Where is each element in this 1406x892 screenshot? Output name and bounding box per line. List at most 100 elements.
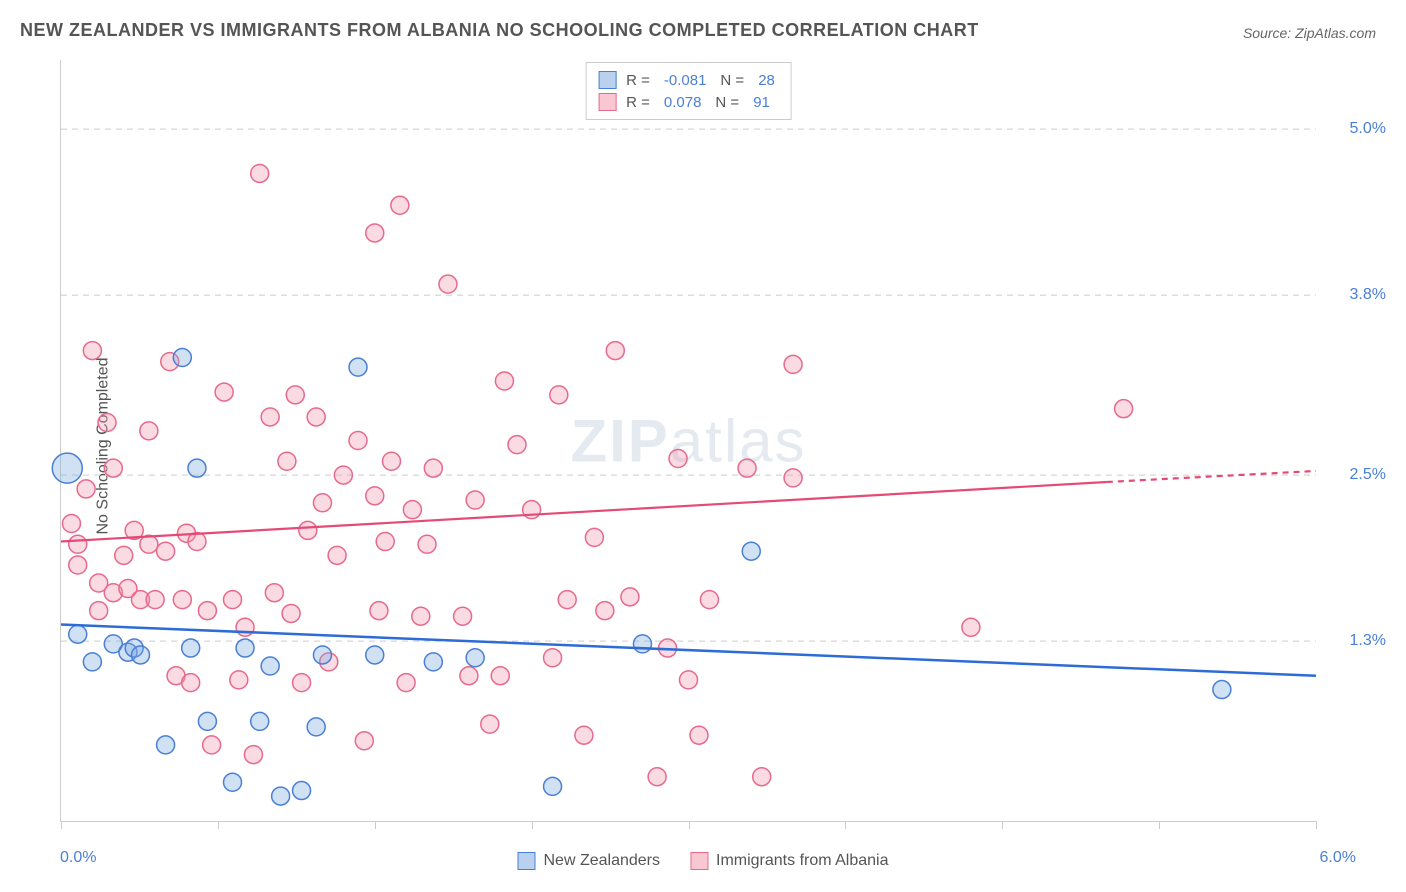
scatter-point-pink: [376, 533, 394, 551]
x-tick: [375, 821, 376, 829]
scatter-point-pink: [349, 432, 367, 450]
x-tick: [689, 821, 690, 829]
x-tick: [1316, 821, 1317, 829]
plot-area: ZIPatlas R = -0.081 N = 28 R = 0.078 N =…: [60, 60, 1316, 822]
scatter-point-blue: [307, 718, 325, 736]
correlation-chart: NEW ZEALANDER VS IMMIGRANTS FROM ALBANIA…: [0, 0, 1406, 892]
scatter-point-pink: [544, 649, 562, 667]
scatter-point-pink: [418, 535, 436, 553]
scatter-point-blue: [224, 773, 242, 791]
legend-swatch-blue: [517, 852, 535, 870]
chart-source: Source: ZipAtlas.com: [1243, 25, 1376, 41]
y-tick-label: 3.8%: [1350, 286, 1386, 304]
scatter-point-pink: [508, 436, 526, 454]
scatter-point-pink: [98, 414, 116, 432]
scatter-point-pink: [286, 386, 304, 404]
x-tick: [845, 821, 846, 829]
scatter-point-blue: [69, 625, 87, 643]
scatter-point-pink: [77, 480, 95, 498]
scatter-point-pink: [575, 726, 593, 744]
scatter-point-pink: [454, 607, 472, 625]
scatter-point-pink: [403, 501, 421, 519]
scatter-point-blue: [157, 736, 175, 754]
scatter-point-pink: [355, 732, 373, 750]
scatter-point-pink: [753, 768, 771, 786]
legend-swatch-pink: [690, 852, 708, 870]
scatter-point-pink: [182, 674, 200, 692]
scatter-point-blue: [251, 712, 269, 730]
x-max-label: 6.0%: [1320, 849, 1356, 867]
scatter-point-blue: [173, 348, 191, 366]
scatter-point-blue: [272, 787, 290, 805]
x-tick: [1159, 821, 1160, 829]
scatter-point-pink: [621, 588, 639, 606]
scatter-point-pink: [198, 602, 216, 620]
scatter-point-pink: [366, 224, 384, 242]
scatter-point-pink: [215, 383, 233, 401]
y-tick-label: 1.3%: [1350, 632, 1386, 650]
scatter-point-pink: [370, 602, 388, 620]
scatter-point-pink: [90, 602, 108, 620]
scatter-point-pink: [495, 372, 513, 390]
scatter-point-pink: [282, 604, 300, 622]
scatter-point-blue: [466, 649, 484, 667]
scatter-point-pink: [115, 546, 133, 564]
trend-line: [61, 482, 1107, 541]
scatter-point-blue: [131, 646, 149, 664]
scatter-point-blue: [313, 646, 331, 664]
scatter-point-blue: [742, 542, 760, 560]
scatter-point-pink: [466, 491, 484, 509]
legend-series: New Zealanders Immigrants from Albania: [517, 852, 888, 870]
scatter-point-blue: [188, 459, 206, 477]
scatter-point-pink: [606, 342, 624, 360]
scatter-point-pink: [700, 591, 718, 609]
scatter-point-pink: [146, 591, 164, 609]
scatter-point-pink: [481, 715, 499, 733]
scatter-point-pink: [251, 164, 269, 182]
trend-line-dash: [1107, 471, 1316, 482]
scatter-point-pink: [230, 671, 248, 689]
scatter-point-pink: [307, 408, 325, 426]
scatter-point-pink: [265, 584, 283, 602]
scatter-point-pink: [299, 521, 317, 539]
scatter-point-pink: [962, 618, 980, 636]
scatter-point-pink: [224, 591, 242, 609]
scatter-point-pink: [412, 607, 430, 625]
scatter-point-pink: [173, 591, 191, 609]
scatter-point-pink: [491, 667, 509, 685]
scatter-point-pink: [62, 515, 80, 533]
scatter-point-pink: [328, 546, 346, 564]
scatter-point-pink: [293, 674, 311, 692]
scatter-point-pink: [104, 459, 122, 477]
scatter-point-pink: [397, 674, 415, 692]
scatter-point-pink: [69, 556, 87, 574]
scatter-point-blue: [261, 657, 279, 675]
legend-item: New Zealanders: [517, 852, 660, 870]
scatter-point-pink: [648, 768, 666, 786]
scatter-point-pink: [680, 671, 698, 689]
scatter-point-pink: [460, 667, 478, 685]
scatter-point-pink: [784, 355, 802, 373]
scatter-point-pink: [244, 746, 262, 764]
scatter-point-pink: [424, 459, 442, 477]
scatter-point-pink: [261, 408, 279, 426]
scatter-point-blue: [366, 646, 384, 664]
scatter-point-pink: [157, 542, 175, 560]
x-tick: [532, 821, 533, 829]
scatter-point-blue: [1213, 681, 1231, 699]
x-tick: [218, 821, 219, 829]
scatter-point-pink: [596, 602, 614, 620]
scatter-point-pink: [382, 452, 400, 470]
scatter-point-pink: [140, 422, 158, 440]
scatter-point-pink: [203, 736, 221, 754]
scatter-point-blue: [236, 639, 254, 657]
scatter-point-blue: [424, 653, 442, 671]
scatter-point-pink: [690, 726, 708, 744]
x-min-label: 0.0%: [60, 849, 96, 867]
scatter-point-pink: [439, 275, 457, 293]
scatter-point-pink: [278, 452, 296, 470]
x-tick: [61, 821, 62, 829]
scatter-point-pink: [83, 342, 101, 360]
scatter-point-pink: [334, 466, 352, 484]
scatter-point-blue: [544, 777, 562, 795]
